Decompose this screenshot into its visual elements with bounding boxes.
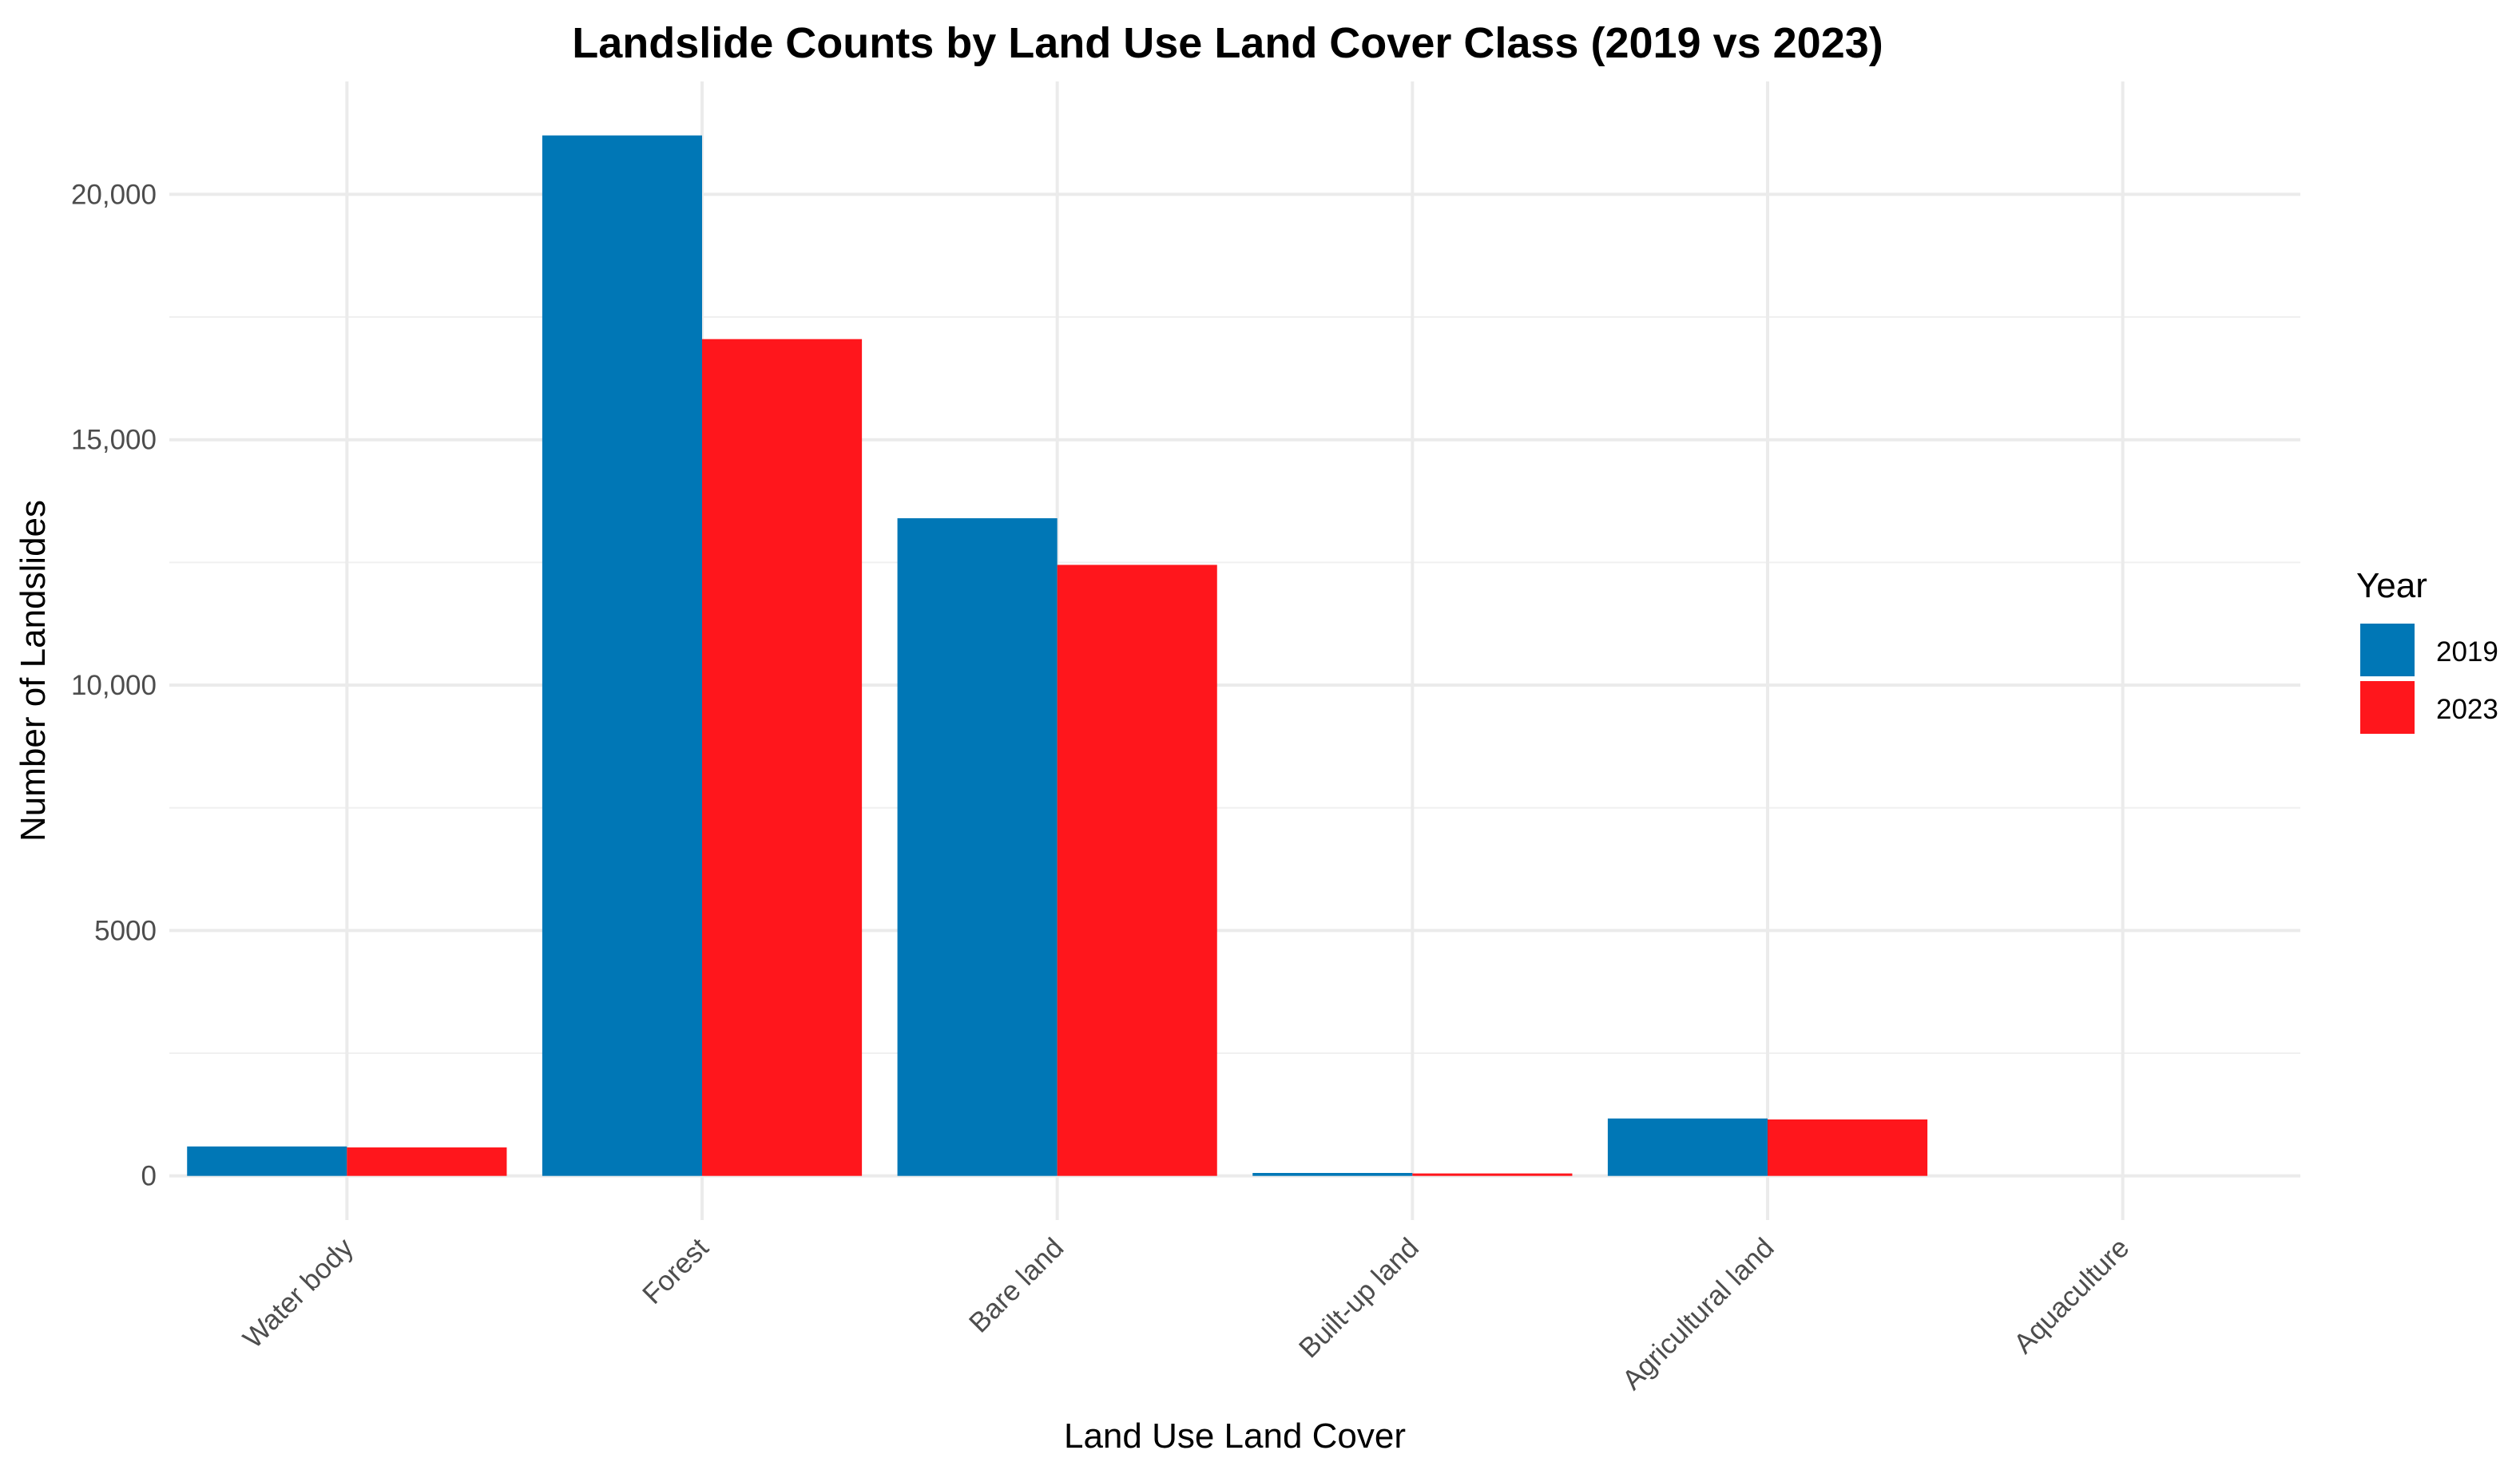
y-axis-title: Number of Landslides [14,500,53,842]
bar-layer [187,135,1928,1176]
x-axis-ticks: Water body Forest Bare land Built-up land Ag… [237,1232,2136,1396]
bar-2023-forest [702,339,863,1176]
bar-2019-agricultural-land [1607,1118,1768,1176]
bar-2019-bare-land [897,518,1058,1176]
legend-title: Year [2356,566,2427,605]
x-tick-label: Agricultural land [1617,1232,1780,1396]
x-tick-label: Water body [237,1232,360,1355]
x-tick-label: Bare land [963,1232,1070,1339]
bar-2023-built-up-land [1412,1173,1573,1176]
x-tick-label: Forest [637,1232,715,1310]
legend: Year 2019 2023 [2356,566,2498,734]
bar-2019-forest [542,135,702,1176]
legend-label-2019: 2019 [2436,636,2498,668]
y-tick-label: 20,000 [71,179,157,210]
y-tick-label: 5000 [94,915,157,946]
chart-title: Landslide Counts by Land Use Land Cover … [572,19,1883,67]
x-axis-title: Land Use Land Cover [1064,1416,1406,1456]
x-tick-label: Built-up land [1293,1232,1425,1364]
legend-swatch-2019 [2360,624,2415,676]
legend-label-2023: 2023 [2436,694,2498,725]
y-tick-label: 10,000 [71,670,157,701]
bar-2023-bare-land [1057,565,1217,1176]
grid-layer [169,81,2300,1220]
y-axis-ticks: 0 5000 10,000 15,000 20,000 [71,179,157,1191]
bar-2019-built-up-land [1252,1172,1413,1176]
y-tick-label: 15,000 [71,425,157,456]
x-tick-label: Aquaculture [2008,1232,2136,1360]
y-tick-label: 0 [141,1161,157,1192]
bar-2019-water-body [187,1146,347,1176]
bar-2023-agricultural-land [1768,1119,1928,1176]
legend-swatch-2023 [2360,681,2415,734]
bar-2023-water-body [347,1147,507,1176]
